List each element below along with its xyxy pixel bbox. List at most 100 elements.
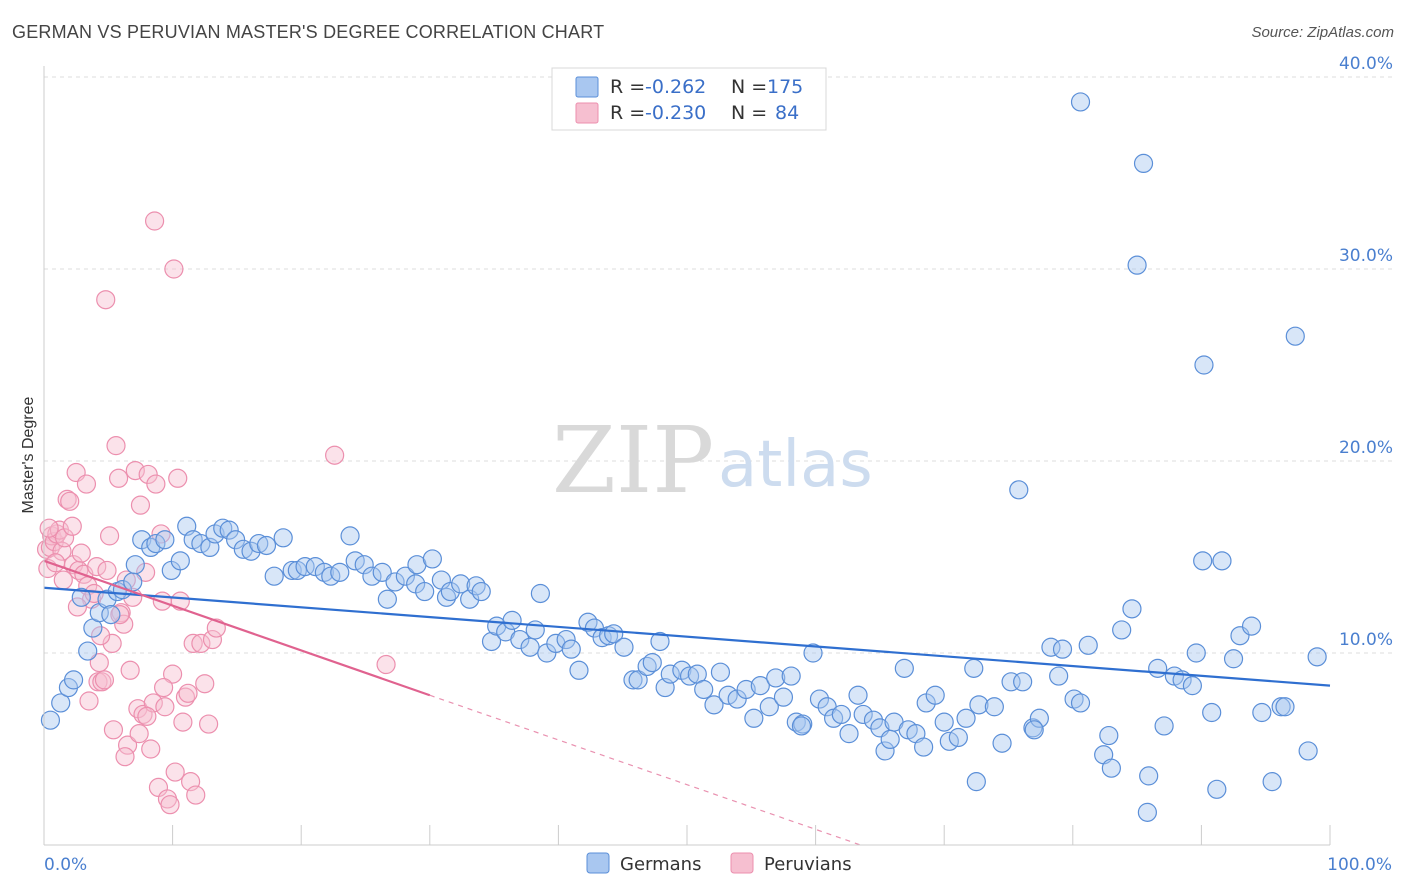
peruvian-point (178, 683, 198, 703)
german-point (282, 560, 302, 581)
german-point (1285, 326, 1305, 346)
peruvian-point (108, 468, 129, 488)
watermark: ZIP atlas (552, 407, 873, 514)
german-point (205, 524, 225, 544)
watermark-zip: ZIP (552, 407, 714, 514)
peruvian-point (165, 762, 185, 782)
peruvian-point (141, 739, 161, 759)
german-point (377, 589, 397, 609)
german-point (1112, 620, 1132, 640)
x-tick-label-min: 0.0% (44, 855, 87, 875)
legend-peruvians-swatch (575, 102, 599, 124)
german-point (642, 652, 662, 673)
german-point (791, 716, 812, 736)
legend-germans-r-value: -0.262 (645, 76, 706, 98)
german-point (422, 549, 442, 569)
legend-germans-swatch (575, 76, 599, 98)
german-point (934, 712, 954, 732)
german-point (1137, 802, 1157, 822)
peruvians-trend-extension (429, 694, 861, 846)
peruvian-point (117, 735, 138, 755)
german-point (894, 658, 914, 678)
german-point (385, 572, 405, 592)
legend-peruvians-r-value: -0.230 (645, 102, 706, 124)
peruvian-point (135, 562, 156, 582)
german-point (219, 520, 239, 540)
german-point (330, 562, 350, 582)
peruvian-point (155, 697, 175, 717)
peruvian-point (138, 464, 158, 485)
chart-title: GERMAN VS PERUVIAN MASTER'S DEGREE CORRE… (12, 22, 605, 42)
german-point (561, 639, 581, 659)
german-point (1013, 672, 1033, 692)
german-point (1122, 599, 1142, 619)
german-point (1024, 720, 1044, 740)
peruvian-point (325, 445, 345, 465)
german-point (170, 551, 190, 571)
peruvian-point (39, 518, 59, 538)
legend-germans-n-value: 175 (767, 76, 803, 98)
german-point (803, 643, 823, 663)
german-point (1262, 772, 1282, 792)
german-point (853, 704, 873, 725)
peruvian-point (103, 720, 124, 740)
german-point (925, 685, 945, 705)
german-point (471, 581, 491, 602)
german-point (354, 555, 374, 575)
german-point (710, 662, 731, 682)
german-point (1202, 702, 1222, 723)
x-tick-label-max: 100.0% (1327, 855, 1392, 875)
german-point (1001, 672, 1021, 692)
german-point (1139, 766, 1159, 786)
peruvian-point (144, 211, 165, 231)
peruvian-point (99, 526, 120, 546)
legend-peruvians-n-label: N = (731, 102, 767, 124)
german-point (880, 729, 900, 750)
legend-germans-n-label: N = (731, 76, 767, 98)
peruvian-point (120, 660, 140, 680)
peruvian-point (60, 491, 80, 511)
german-point (848, 685, 868, 705)
german-point (1099, 725, 1119, 746)
german-point (956, 708, 976, 728)
peruvian-point (62, 516, 82, 536)
german-point (992, 733, 1012, 753)
german-point (1194, 355, 1214, 375)
german-point (1298, 741, 1318, 761)
peruvian-point (137, 706, 157, 726)
german-point (969, 695, 989, 715)
watermark-atlas: atlas (718, 428, 873, 502)
german-point (1148, 658, 1168, 678)
peruvian-point (130, 495, 151, 515)
german-point (51, 693, 71, 713)
german-point (101, 604, 121, 625)
peruvian-point (173, 712, 193, 732)
german-point (839, 724, 859, 744)
peruvian-point (199, 714, 219, 734)
y-tick-label: 40.0% (1339, 54, 1393, 74)
german-point (1275, 697, 1295, 717)
bottom-legend-peruvians-label: Peruvians (764, 854, 852, 875)
y-axis-label: Master's Degree (20, 396, 37, 513)
german-point (679, 666, 700, 686)
german-point (704, 695, 724, 715)
german-point (1049, 666, 1069, 686)
legend-peruvians-r-label: R = (610, 102, 645, 124)
germans-trend-line (43, 586, 1331, 687)
german-point (249, 533, 269, 554)
peruvian-point (76, 474, 97, 494)
german-point (623, 670, 643, 690)
german-point (964, 658, 984, 678)
peruvian-point (96, 290, 116, 310)
german-point (1223, 649, 1244, 669)
german-point (466, 576, 486, 596)
german-point (63, 670, 84, 690)
y-tick-label: 30.0% (1339, 246, 1393, 266)
peruvian-point (87, 556, 107, 577)
german-point (440, 581, 460, 602)
peruvian-point (191, 633, 211, 654)
peruvians-points (36, 211, 396, 815)
german-point (966, 772, 986, 792)
peruvian-point (67, 597, 88, 617)
legend-peruvians-n-value: 84 (775, 102, 799, 124)
